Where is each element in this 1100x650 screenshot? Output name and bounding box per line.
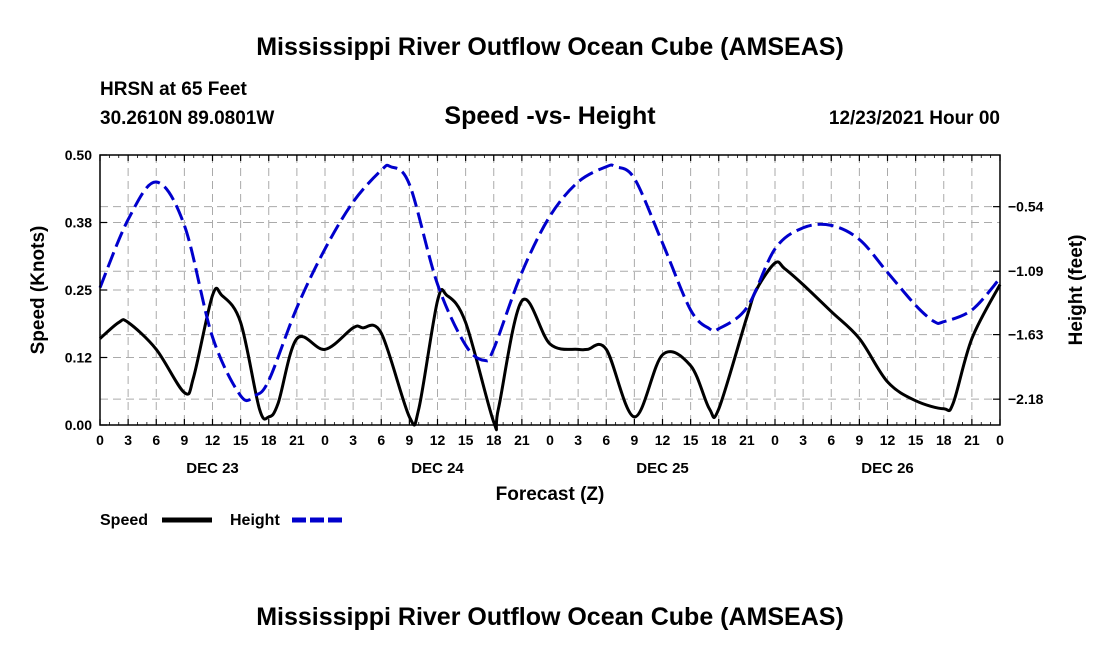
- x-tick-label: 18: [486, 432, 502, 448]
- y2-tick-label: −1.09: [1008, 263, 1044, 279]
- x-tick-label: 15: [683, 432, 699, 448]
- x-tick-label: 9: [855, 432, 863, 448]
- chart-title: Speed -vs- Height: [444, 102, 656, 130]
- day-label: DEC 24: [411, 460, 464, 477]
- y-tick-label: 0.38: [65, 215, 92, 231]
- x-tick-label: 6: [377, 432, 385, 448]
- x-tick-label: 0: [546, 432, 554, 448]
- x-tick-label: 15: [458, 432, 474, 448]
- y-tick-label: 0.00: [65, 417, 92, 433]
- y-tick-label: 0.25: [65, 282, 92, 298]
- x-tick-label: 0: [996, 432, 1004, 448]
- axis-ticks: 0 3 6 9 12 15 18 21 0 3 6 9 12 15 18 21 0 3 6 9 12 15 18 21 0 3 6 9…: [65, 147, 1044, 477]
- x-tick-label: 12: [430, 432, 446, 448]
- x-tick-label: 9: [630, 432, 638, 448]
- y-tick-label: 0.50: [65, 147, 92, 163]
- day-label: DEC 26: [861, 460, 914, 477]
- x-tick-label: 18: [711, 432, 727, 448]
- x-tick-label: 6: [152, 432, 160, 448]
- y-tick-label: 0.12: [65, 350, 92, 366]
- x-tick-label: 21: [739, 432, 755, 448]
- y2-axis-label: Height (feet): [1066, 235, 1087, 346]
- coordinates-label: 30.2610N 89.0801W: [100, 108, 274, 129]
- x-tick-label: 21: [289, 432, 305, 448]
- day-label: DEC 25: [636, 460, 689, 477]
- x-tick-label: 3: [349, 432, 357, 448]
- speed-series-line: [99, 260, 1002, 432]
- x-tick-label: 12: [655, 432, 671, 448]
- x-tick-label: 12: [205, 432, 221, 448]
- y-axis-label: Speed (Knots): [28, 226, 49, 355]
- x-tick-label: 21: [964, 432, 980, 448]
- x-tick-label: 6: [827, 432, 835, 448]
- x-tick-label: 3: [124, 432, 132, 448]
- legend-speed-label: Speed: [100, 512, 148, 529]
- y2-tick-label: −0.54: [1008, 199, 1044, 215]
- height-series-line: [98, 163, 1002, 403]
- y2-tick-label: −1.63: [1008, 327, 1044, 343]
- x-tick-label: 18: [936, 432, 952, 448]
- x-tick-label: 3: [574, 432, 582, 448]
- grid: [100, 155, 1000, 425]
- x-tick-label: 18: [261, 432, 277, 448]
- page-title: Mississippi River Outflow Ocean Cube (AM…: [256, 33, 844, 61]
- x-axis-label: Forecast (Z): [496, 484, 605, 505]
- x-tick-label: 0: [771, 432, 779, 448]
- y2-tick-label: −2.18: [1008, 391, 1044, 407]
- footer-title: Mississippi River Outflow Ocean Cube (AM…: [256, 603, 844, 631]
- station-label: HRSN at 65 Feet: [100, 79, 247, 100]
- run-time-label: 12/23/2021 Hour 00: [829, 108, 1000, 129]
- x-tick-label: 0: [321, 432, 329, 448]
- x-tick-label: 0: [96, 432, 104, 448]
- x-tick-label: 12: [880, 432, 896, 448]
- x-tick-label: 15: [908, 432, 924, 448]
- x-tick-label: 9: [405, 432, 413, 448]
- x-tick-label: 9: [180, 432, 188, 448]
- x-tick-label: 6: [602, 432, 610, 448]
- day-label: DEC 23: [186, 460, 239, 477]
- legend-height-label: Height: [230, 512, 280, 529]
- x-tick-label: 15: [233, 432, 249, 448]
- legend: Speed Height: [100, 512, 342, 529]
- series-layer: [98, 163, 1002, 432]
- x-tick-label: 21: [514, 432, 530, 448]
- x-tick-label: 3: [799, 432, 807, 448]
